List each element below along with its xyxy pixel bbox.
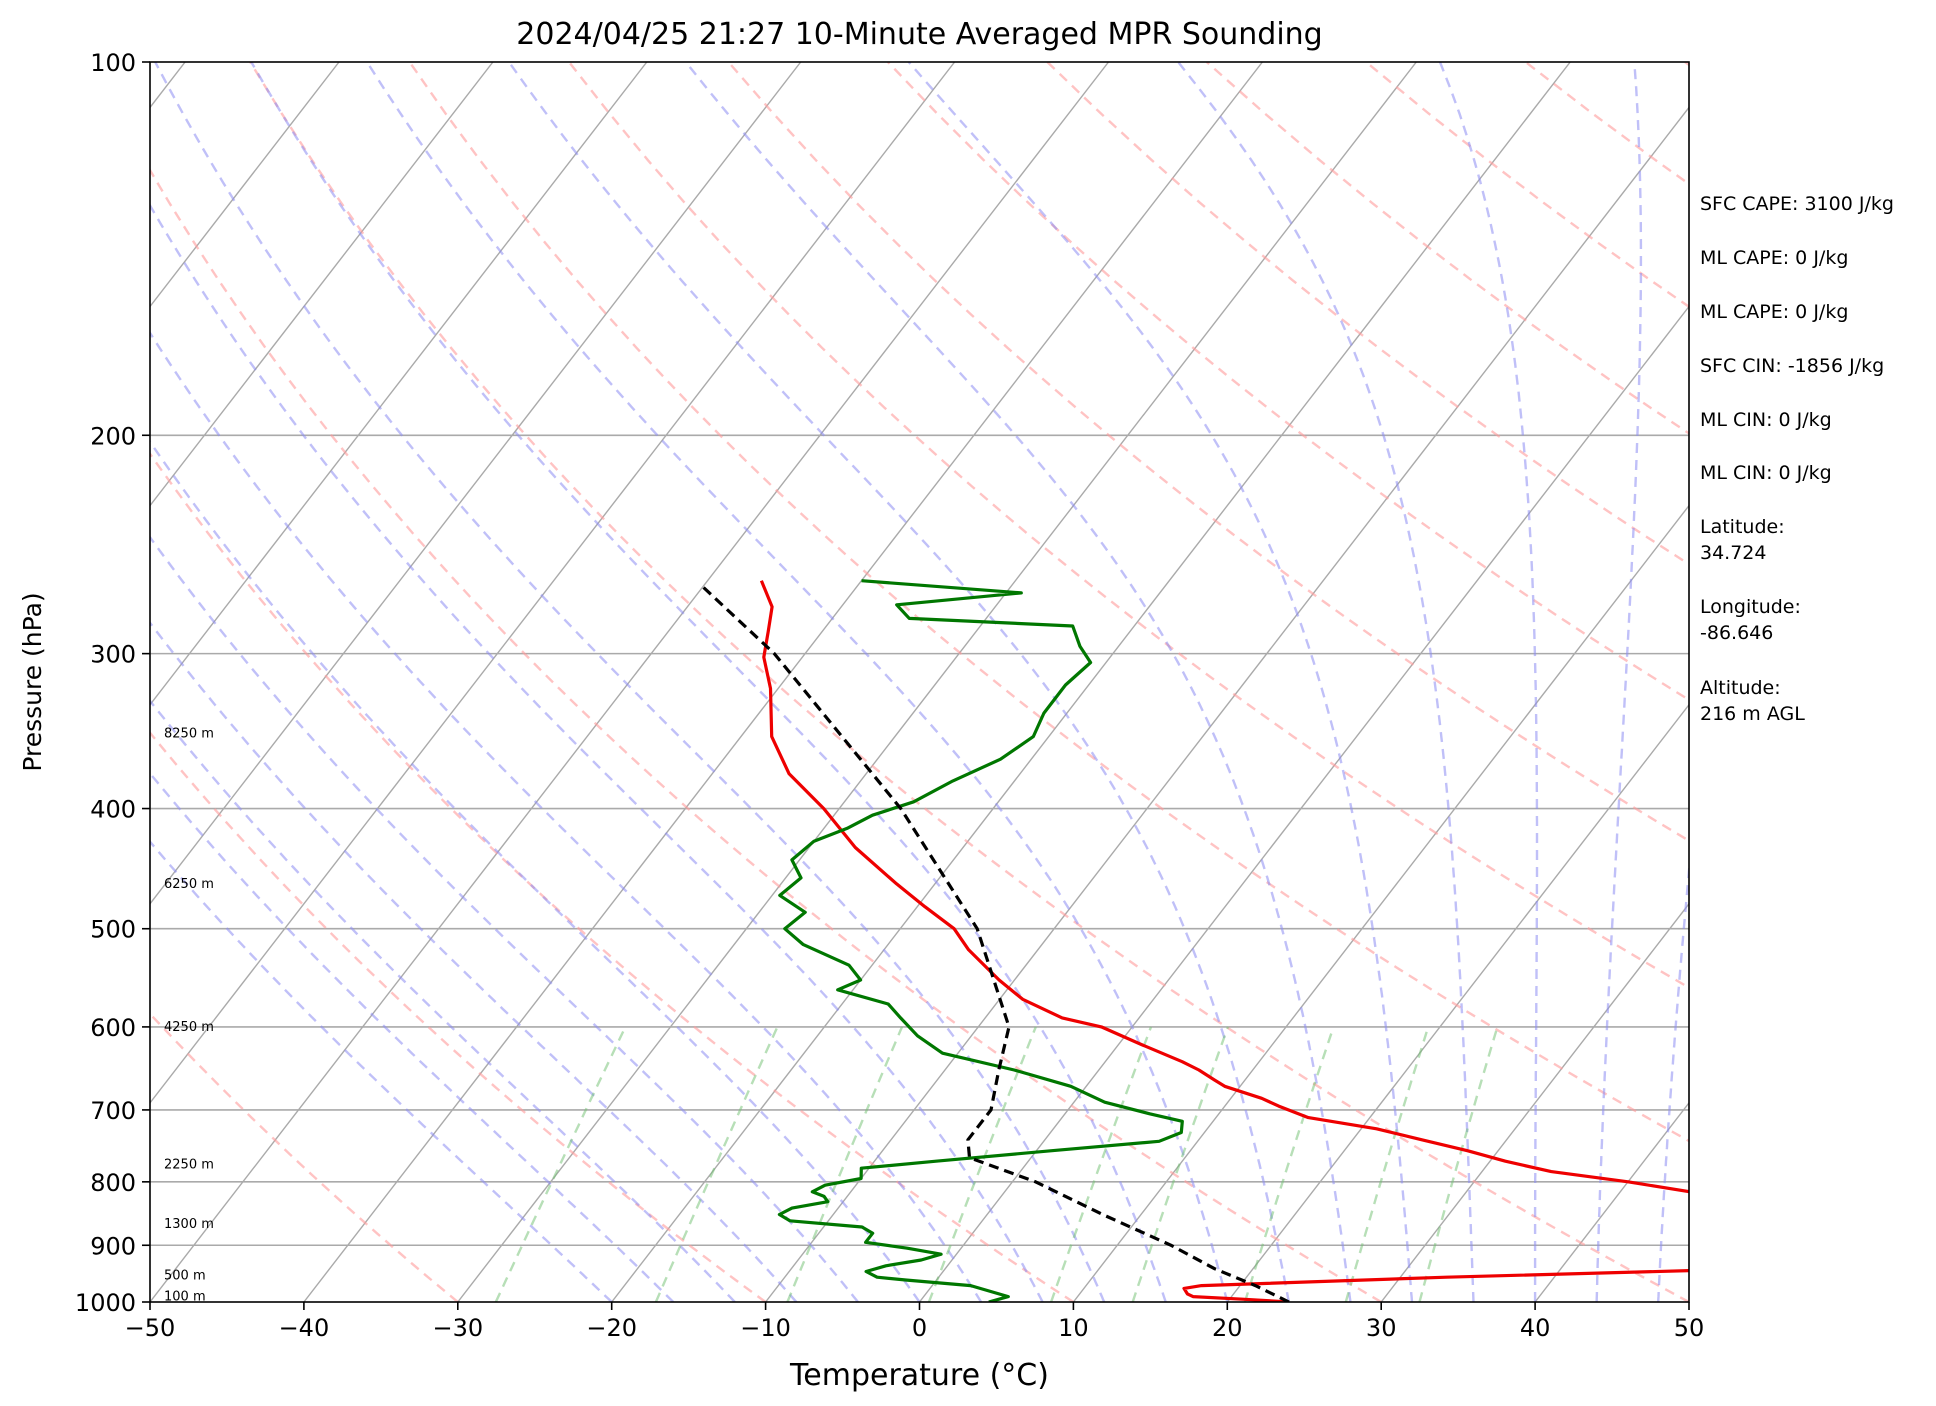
isotherm-line xyxy=(150,62,1109,1302)
x-axis-label: Temperature (°C) xyxy=(789,1358,1049,1393)
height-label: 500 m xyxy=(164,1269,206,1284)
y-tick-label: 200 xyxy=(90,422,136,450)
sounding-parameter: ML CAPE: 0 J/kg xyxy=(1700,245,1848,271)
x-tick-label: 10 xyxy=(1058,1314,1089,1342)
plot-frame xyxy=(150,62,1689,1302)
sounding-parameter: ML CAPE: 0 J/kg xyxy=(1700,299,1848,325)
chart-title: 2024/04/25 21:27 10-Minute Averaged MPR … xyxy=(516,17,1322,52)
height-label: 4250 m xyxy=(164,1020,214,1035)
dry-adiabat-line xyxy=(250,62,1689,1302)
height-labels: 100 m 500 m 1300 m 2250 m 4250 m 6250 m 8250 m xyxy=(164,727,214,1305)
isotherm-line xyxy=(304,62,1263,1302)
sounding-parameter: Latitude: 34.724 xyxy=(1700,514,1785,566)
moist-adiabat-line xyxy=(1440,62,1537,1302)
height-label: 1300 m xyxy=(164,1217,214,1232)
sounding-parameter: ML CIN: 0 J/kg xyxy=(1700,460,1832,486)
isotherm-line xyxy=(1381,62,1936,1302)
x-tick-label: 50 xyxy=(1674,1314,1705,1342)
moist-adiabat-line xyxy=(686,62,1351,1302)
dry-adiabat-line xyxy=(0,62,458,1302)
x-tick-label: 0 xyxy=(912,1314,927,1342)
x-tick-label: −40 xyxy=(279,1314,330,1342)
mixing-ratio-line xyxy=(929,1027,1036,1302)
background-lines xyxy=(0,62,1936,1302)
y-tick-label: 600 xyxy=(90,1014,136,1042)
y-tick-label: 1000 xyxy=(75,1289,136,1317)
dry-adiabat-line xyxy=(1366,62,1936,1302)
isotherm-line xyxy=(0,62,339,1302)
moist-adiabat-line xyxy=(5,62,981,1302)
moist-adiabat-line xyxy=(0,62,919,1302)
y-tick-label: 700 xyxy=(90,1097,136,1125)
x-tick-label: 20 xyxy=(1212,1314,1243,1342)
isotherm-line xyxy=(1843,62,1936,1302)
skewt-chart: 2024/04/25 21:27 10-Minute Averaged MPR … xyxy=(0,0,1936,1406)
height-label: 6250 m xyxy=(164,877,214,892)
y-axis-ticks: 100 200 300 400 500 600 700 800 900 1000 xyxy=(75,49,150,1317)
dry-adiabat-line xyxy=(0,62,1073,1302)
y-axis-label: Pressure (hPa) xyxy=(18,592,47,771)
moist-adiabat-line xyxy=(74,62,1042,1302)
moist-adiabat-line xyxy=(251,62,1165,1302)
series-line-3 xyxy=(703,587,1289,1302)
x-tick-label: −20 xyxy=(586,1314,637,1342)
x-tick-label: −10 xyxy=(740,1314,791,1342)
mixing-ratio-line xyxy=(496,1027,626,1302)
y-tick-label: 900 xyxy=(90,1232,136,1260)
sounding-parameter: ML CIN: 0 J/kg xyxy=(1700,407,1832,433)
isotherm-line xyxy=(0,62,955,1302)
y-tick-label: 300 xyxy=(90,641,136,669)
isotherm-line xyxy=(0,62,493,1302)
height-label: 8250 m xyxy=(164,727,214,742)
isotherm-line xyxy=(458,62,1417,1302)
y-tick-label: 400 xyxy=(90,796,136,824)
sounding-parameter: Altitude: 216 m AGL xyxy=(1700,675,1805,727)
mixing-ratio-line xyxy=(1346,1027,1428,1302)
dry-adiabat-line xyxy=(91,62,1382,1302)
x-tick-label: 40 xyxy=(1520,1314,1551,1342)
x-tick-label: −30 xyxy=(432,1314,483,1342)
x-axis-ticks: −50 −40 −30 −20 −10 0 10 20 30 40 50 xyxy=(125,1302,1705,1342)
mixing-ratio-line xyxy=(1420,1027,1498,1302)
x-tick-label: 30 xyxy=(1366,1314,1397,1342)
y-tick-label: 100 xyxy=(90,49,136,77)
x-tick-label: −50 xyxy=(125,1314,176,1342)
sounding-parameter: SFC CAPE: 3100 J/kg xyxy=(1700,191,1894,217)
isotherm-line xyxy=(612,62,1571,1302)
sounding-parameter: SFC CIN: -1856 J/kg xyxy=(1700,353,1884,379)
y-tick-label: 500 xyxy=(90,916,136,944)
sounding-parameter: Longitude: -86.646 xyxy=(1700,594,1801,646)
height-label: 2250 m xyxy=(164,1158,214,1173)
y-tick-label: 800 xyxy=(90,1169,136,1197)
isotherm-line xyxy=(766,62,1725,1302)
mixing-ratio-line xyxy=(1133,1027,1228,1302)
